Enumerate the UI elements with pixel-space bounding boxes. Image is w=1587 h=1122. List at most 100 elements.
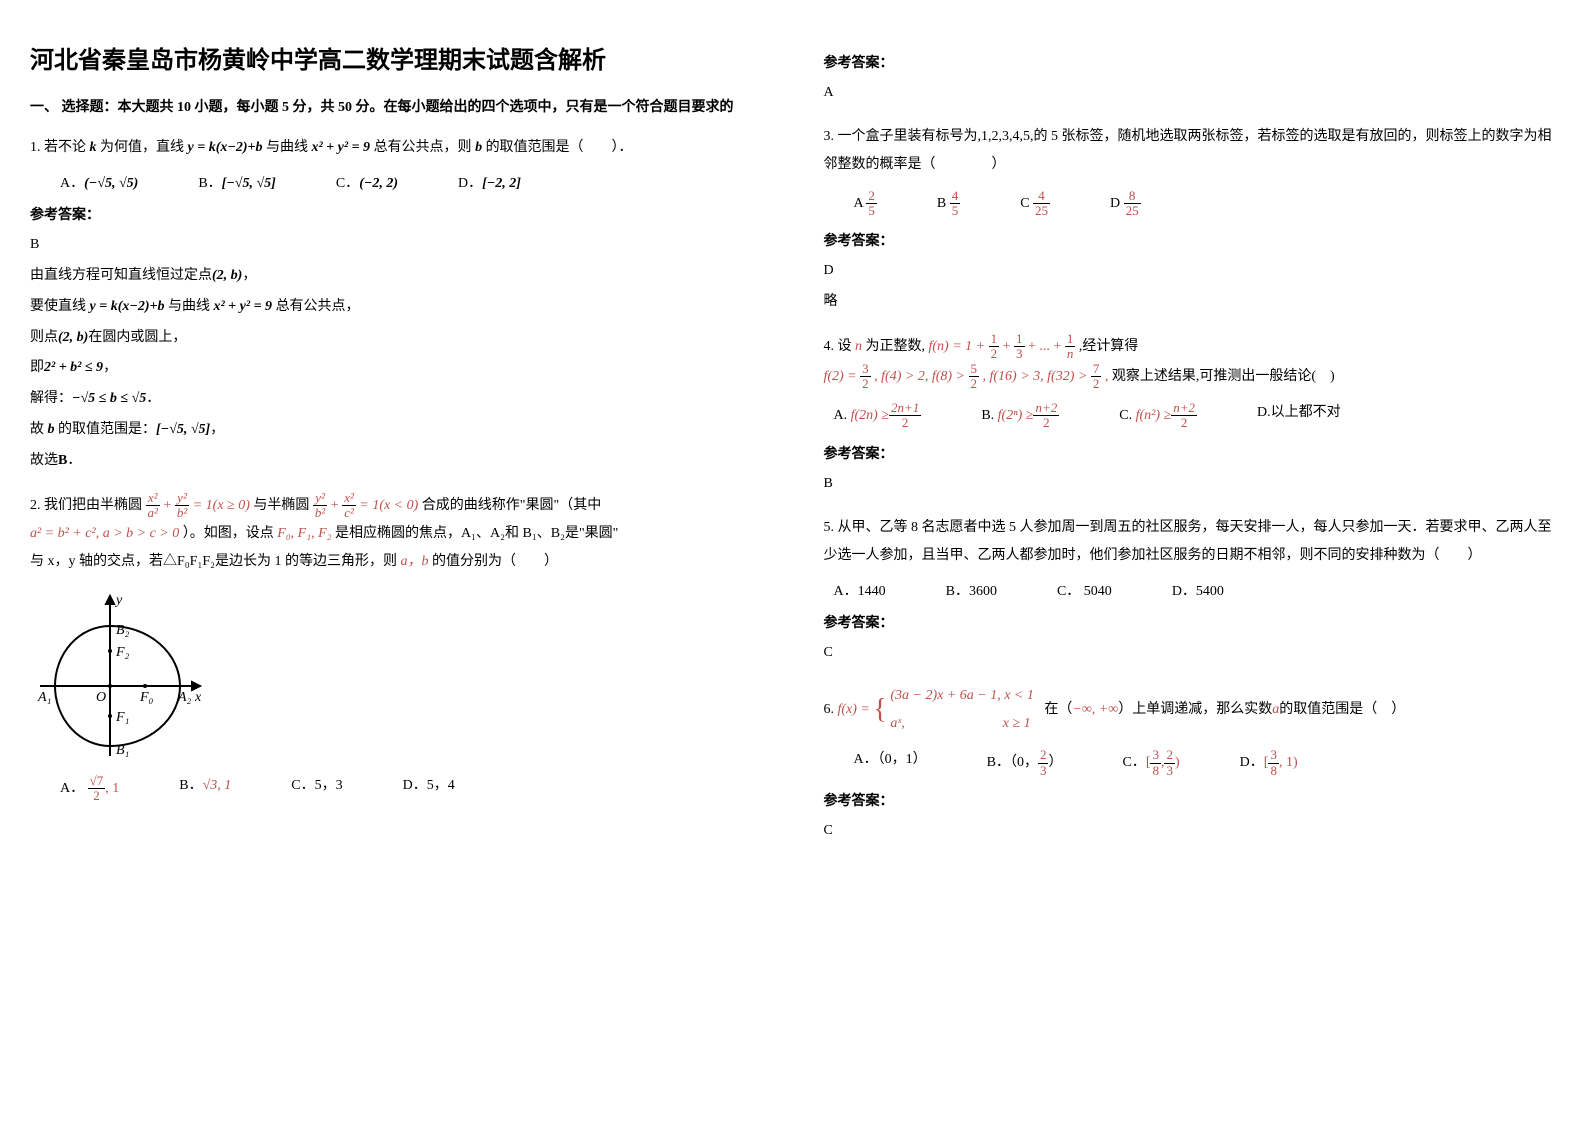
- q2-stem6: 的值分别为（ ）: [432, 554, 558, 569]
- q6-optC-d2: 3: [1164, 764, 1175, 778]
- q4-l2a: f(2) =: [824, 369, 857, 384]
- q1-exp6-b: b: [48, 422, 55, 437]
- q5-ans: C: [824, 638, 1558, 669]
- q4-fn: f(n) = 1 +: [929, 339, 986, 354]
- q6-stem1: 6.: [824, 703, 835, 718]
- diagram-F1-label: F₁: [115, 710, 129, 725]
- q2-foci: F₀, F₁, F₂: [277, 526, 331, 541]
- q4-optD: D.以上都不对: [1257, 401, 1341, 431]
- question-3: 3. 一个盒子里装有标号为,1,2,3,4,5,的 5 张标签，随机地选取两张标…: [824, 123, 1558, 179]
- q1-eq1: y = k(x−2)+b: [188, 140, 263, 155]
- q2-optD: D．5，4: [403, 774, 455, 804]
- diagram-F2-label: F₂: [115, 645, 130, 660]
- q2-stem5: 与 x，y 轴的交点，若△F₀F₁F₂是边长为 1 的等边三角形，则: [30, 554, 397, 569]
- q1-exp2-eq1: y = k(x−2)+b: [90, 299, 165, 314]
- q1-exp4c: ，: [103, 360, 117, 375]
- q4-l2d3: 2: [1091, 377, 1102, 391]
- q6-optB-d: 3: [1038, 764, 1049, 778]
- q4-l2d1: 2: [860, 377, 871, 391]
- q4-optB-label: B.: [981, 408, 994, 423]
- q1-stem-c: 与曲线: [262, 140, 311, 155]
- q4-optA-d: 2: [889, 416, 921, 430]
- question-2: 2. 我们把由半椭圆 x²a² + y²b² = 1(x ≥ 0) 与半椭圆 y…: [30, 491, 764, 577]
- q4-f3n: 1: [1065, 332, 1076, 347]
- q6-optD-label: D．: [1240, 755, 1264, 770]
- q4-optC-label: C.: [1119, 408, 1132, 423]
- q3-optC-label: C: [1020, 196, 1029, 211]
- q2-eq1d: b²: [175, 506, 189, 520]
- q4-options: A. f(2n) ≥2n+12 B. f(2ⁿ) ≥n+22 C. f(n²) …: [834, 401, 1558, 431]
- left-column: 河北省秦皇岛市杨黄岭中学高二数学理期末试题含解析 一、 选择题：本大题共 10 …: [30, 40, 764, 861]
- q2-eq1c: y²: [175, 491, 189, 506]
- q1-eq2: x² + y² = 9: [311, 140, 370, 155]
- q1-optA-label: A．: [60, 176, 84, 191]
- q2-stem2: 合成的曲线称作"果圆"（其中: [422, 498, 601, 513]
- q3-optC-d: 25: [1033, 204, 1050, 218]
- q6-optD-d: 8: [1268, 764, 1279, 778]
- q1-answer-label: 参考答案：: [30, 204, 764, 224]
- q2-optC: C．5，3: [291, 774, 342, 804]
- diagram-O-label: O: [96, 690, 106, 705]
- q1-exp6d: ，: [210, 422, 224, 437]
- q4-stem3: ,经计算得: [1079, 339, 1139, 354]
- q1-stem-b: 为何值，直线: [97, 140, 188, 155]
- q3-optD-label: D: [1110, 196, 1120, 211]
- q1-optD: [−2, 2]: [482, 176, 521, 191]
- q2-ans: A: [824, 78, 1558, 109]
- q6-optB-label: B．（0，: [987, 755, 1038, 770]
- q4-optB-n: n+2: [1033, 401, 1059, 416]
- q2-ab: a，b: [401, 554, 429, 569]
- q1-exp3a: 则点: [30, 330, 58, 345]
- q2-mid1: 与半椭圆: [253, 498, 309, 513]
- q4-optA-label: A.: [834, 408, 848, 423]
- q1-stem-d: 总有公共点，则: [370, 140, 475, 155]
- q3-optC-n: 4: [1033, 189, 1050, 204]
- q6-stem4: 的取值范围是（ ）: [1279, 703, 1405, 718]
- q4-stem4: 观察上述结果,可推测出一般结论( ): [1112, 369, 1335, 384]
- q1-ans: B: [30, 230, 764, 261]
- q6-optC-n1: 3: [1150, 748, 1161, 763]
- q5-optD: D．5400: [1172, 580, 1224, 600]
- q6-optB-close: ）: [1048, 755, 1062, 770]
- q4-answer-label: 参考答案：: [824, 443, 1558, 463]
- q2-optB: √3, 1: [203, 778, 232, 793]
- diagram-B2-label: B₂: [116, 623, 130, 638]
- q2-options: A． √72, 1 B．√3, 1 C．5，3 D．5，4: [60, 774, 764, 804]
- q1-optA: (−√5, √5): [84, 176, 138, 191]
- q2-answer-label: 参考答案：: [824, 52, 1558, 72]
- q6-options: A．（0，1） B．（0，23） C．[38,23) D．[38, 1): [854, 748, 1558, 778]
- q2-eq1a: x²: [146, 491, 160, 506]
- q2-optA-label: A．: [60, 781, 84, 796]
- fruit-circle-diagram: y x O A₁ A₂ B₂ B₁ F₂ F₀ F₁: [30, 586, 210, 766]
- q1-exp7a: 故选: [30, 453, 58, 468]
- q4-l2c: , f(16) > 3, f(32) >: [983, 369, 1088, 384]
- q6-stem2: 在（: [1044, 703, 1072, 718]
- q6-fx-pre: f(x) =: [838, 703, 870, 718]
- q3-optB-d: 5: [950, 204, 961, 218]
- diagram-y-label: y: [114, 593, 123, 608]
- q3-answer-label: 参考答案：: [824, 230, 1558, 250]
- q4-n: n: [855, 339, 862, 354]
- q4-optA-l: f(2n) ≥: [851, 408, 889, 423]
- q1-exp3c: 在圆内或圆上，: [88, 330, 186, 345]
- q1-exp2b: 与曲线: [164, 299, 213, 314]
- q6-answer-label: 参考答案：: [824, 790, 1558, 810]
- q4-l2b: , f(4) > 2, f(8) >: [874, 369, 965, 384]
- q4-optC-n: n+2: [1171, 401, 1197, 416]
- q6-optD-n: 3: [1268, 748, 1279, 763]
- q2-eq2a: y²: [313, 491, 327, 506]
- q1-b: b: [475, 140, 482, 155]
- q3-answer: D 略: [824, 256, 1558, 318]
- q2-eq1e: = 1(x ≥ 0): [193, 498, 250, 513]
- q1-options: A．(−√5, √5) B．[−√5, √5] C．(−2, 2) D．[−2,…: [60, 172, 764, 192]
- q6-ans: C: [824, 816, 1558, 847]
- q6-optB-n: 2: [1038, 748, 1049, 763]
- q1-optC: (−2, 2): [359, 176, 398, 191]
- q5-optC: C． 5040: [1057, 580, 1112, 600]
- q6-optC-n2: 2: [1164, 748, 1175, 763]
- q4-optC-l: f(n²) ≥: [1136, 408, 1172, 423]
- q1-exp6a: 故: [30, 422, 48, 437]
- q3-ans: D: [824, 256, 1558, 287]
- q1-optC-label: C．: [336, 176, 359, 191]
- q6-optC-label: C．: [1122, 755, 1145, 770]
